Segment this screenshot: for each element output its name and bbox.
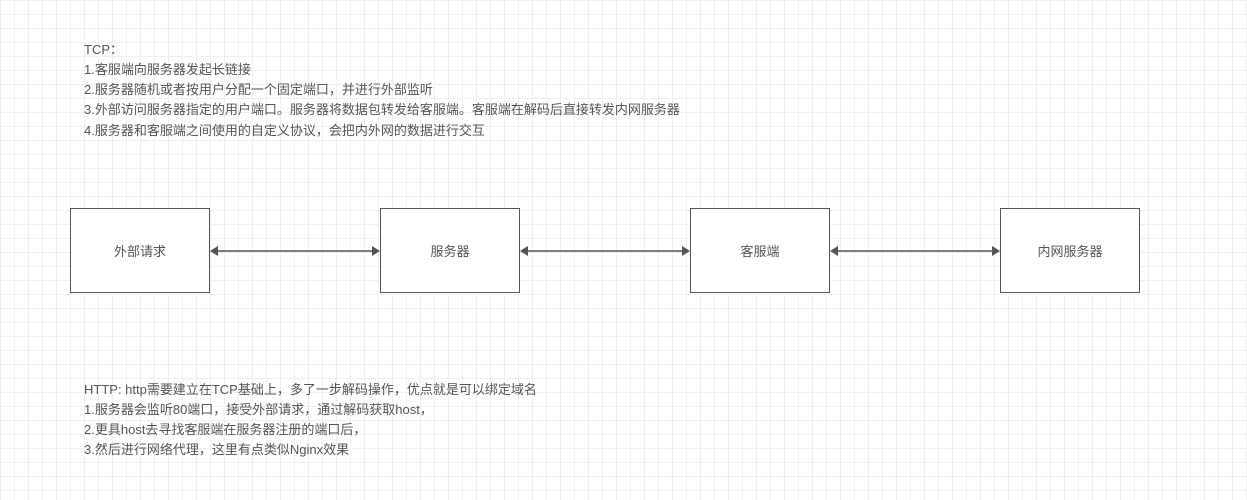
text-line: 3.外部访问服务器指定的用户端口。服务器将数据包转发给客服端。客服端在解码后直接…	[84, 100, 680, 120]
node-label: 客服端	[740, 241, 779, 260]
text-line: 4.服务器和客服端之间使用的自定义协议，会把内外网的数据进行交互	[84, 121, 680, 141]
text-line: 3.然后进行网络代理，这里有点类似Nginx效果	[84, 440, 537, 460]
connector-client-intra	[830, 241, 1000, 261]
node-label: 内网服务器	[1037, 241, 1102, 260]
node-client: 客服端	[690, 208, 830, 293]
text-line: 2.服务器随机或者按用户分配一个固定端口，并进行外部监听	[84, 80, 680, 100]
http-description: HTTP: http需要建立在TCP基础上，多了一步解码操作，优点就是可以绑定域…	[84, 380, 537, 461]
tcp-description: TCP：1.客服端向服务器发起长链接2.服务器随机或者按用户分配一个固定端口，并…	[84, 40, 680, 141]
node-label: 外部请求	[114, 241, 166, 260]
text-line: 2.更具host去寻找客服端在服务器注册的端口后，	[84, 420, 537, 440]
node-label: 服务器	[430, 241, 469, 260]
connector-ext-server	[210, 241, 380, 261]
node-intranet-server: 内网服务器	[1000, 208, 1140, 293]
text-line: TCP：	[84, 40, 680, 60]
connector-server-client	[520, 241, 690, 261]
node-server: 服务器	[380, 208, 520, 293]
node-external-request: 外部请求	[70, 208, 210, 293]
text-line: HTTP: http需要建立在TCP基础上，多了一步解码操作，优点就是可以绑定域…	[84, 380, 537, 400]
text-line: 1.客服端向服务器发起长链接	[84, 60, 680, 80]
text-line: 1.服务器会监听80端口，接受外部请求，通过解码获取host，	[84, 400, 537, 420]
